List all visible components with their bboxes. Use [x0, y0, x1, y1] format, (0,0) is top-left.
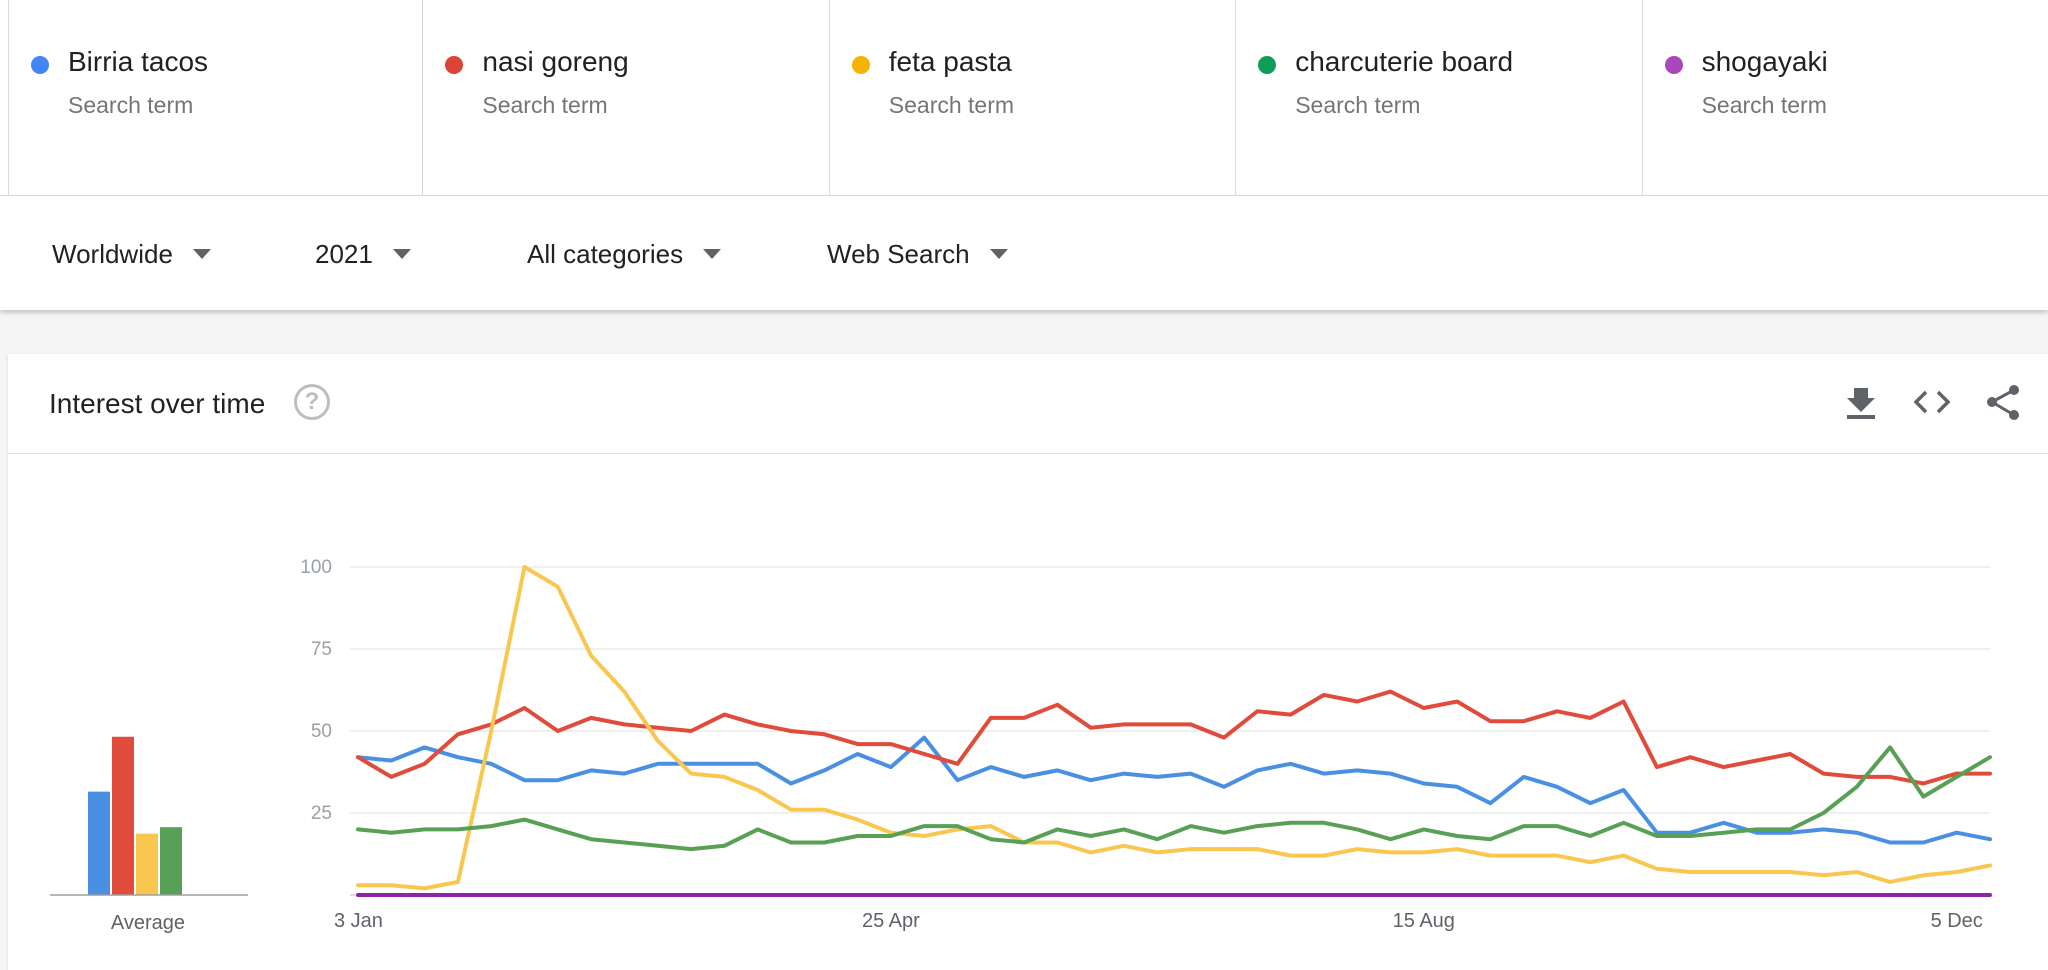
term-card-birria-tacos[interactable]: Birria tacos Search term	[8, 0, 422, 196]
embed-code-icon[interactable]	[1912, 382, 1952, 422]
category-dropdown-label: All categories	[527, 238, 684, 269]
term-type: Search term	[888, 92, 1015, 118]
series-line-feta-pasta	[356, 565, 1992, 891]
search-terms-bar: Birria tacos Search term nasi goreng Sea…	[0, 0, 2048, 196]
series-color-dot	[31, 56, 49, 74]
filter-bar: Worldwide 2021 All categories Web Search	[0, 196, 2048, 310]
x-tick-label: 15 Aug	[1393, 910, 1455, 932]
y-tick-label: 75	[311, 639, 332, 660]
help-circle-icon[interactable]: ?	[294, 384, 330, 420]
series-color-dot	[851, 56, 870, 74]
series-color-dot	[1258, 56, 1277, 74]
time-period-dropdown-label: 2021	[315, 238, 373, 269]
term-name[interactable]: charcuterie board	[1295, 46, 1514, 77]
average-bar-feta-pasta	[136, 833, 158, 895]
search-type-dropdown-label: Web Search	[827, 238, 970, 269]
term-name[interactable]: feta pasta	[888, 46, 1012, 77]
average-bar-birria-tacos	[88, 791, 110, 895]
term-name[interactable]: shogayaki	[1701, 46, 1828, 77]
series-line-charcuterie-board	[356, 745, 1992, 852]
average-bar-charcuterie-board	[160, 827, 182, 895]
term-type: Search term	[1295, 92, 1421, 118]
caret-down-icon	[392, 249, 411, 259]
caret-down-icon	[703, 249, 722, 259]
average-label: Average	[111, 912, 185, 934]
y-tick-label: 50	[311, 721, 332, 742]
series-color-dot	[1664, 56, 1683, 74]
x-tick-label: 25 Apr	[862, 910, 920, 932]
y-tick-label: 100	[300, 557, 332, 578]
card-title: Interest over time	[49, 388, 266, 419]
term-type: Search term	[482, 92, 608, 118]
x-tick-label: 5 Dec	[1931, 910, 1983, 932]
term-card-shogayaki[interactable]: shogayaki Search term	[1641, 0, 2048, 196]
chart-series	[356, 565, 1992, 897]
term-name[interactable]: nasi goreng	[482, 46, 629, 77]
term-card-feta-pasta[interactable]: feta pasta Search term	[828, 0, 1235, 196]
region-dropdown[interactable]: Worldwide	[52, 234, 211, 274]
term-type: Search term	[1701, 92, 1827, 118]
interest-over-time-card: Interest over time ? Average 25 50 75 100 3…	[8, 354, 2048, 970]
y-tick-label: 25	[311, 803, 332, 824]
series-color-dot	[445, 56, 464, 74]
term-name[interactable]: Birria tacos	[68, 46, 209, 77]
category-dropdown[interactable]: All categories	[527, 234, 722, 274]
interest-chart: Average 25 50 75 100 3 Jan 25 Apr 15 Aug 5 Dec	[50, 557, 1992, 934]
x-axis-ticks: 3 Jan 25 Apr 15 Aug 5 Dec	[334, 910, 1983, 932]
time-period-dropdown[interactable]: 2021	[315, 234, 411, 274]
card-header: Interest over time ?	[8, 354, 2048, 454]
download-icon[interactable]	[1841, 382, 1881, 422]
average-bar-chart: Average	[50, 736, 248, 934]
share-icon[interactable]	[1983, 382, 2023, 422]
x-tick-label: 3 Jan	[334, 910, 383, 932]
term-card-nasi-goreng[interactable]: nasi goreng Search term	[422, 0, 828, 196]
caret-down-icon	[192, 249, 211, 259]
region-dropdown-label: Worldwide	[52, 238, 173, 269]
term-type: Search term	[68, 92, 194, 118]
term-card-charcuterie-board[interactable]: charcuterie board Search term	[1235, 0, 1641, 196]
search-type-dropdown[interactable]: Web Search	[827, 234, 1008, 274]
caret-down-icon	[989, 249, 1008, 259]
series-line-birria-tacos	[356, 735, 1992, 845]
average-bar-nasi-goreng	[112, 736, 134, 895]
series-line-nasi-goreng	[356, 689, 1992, 786]
